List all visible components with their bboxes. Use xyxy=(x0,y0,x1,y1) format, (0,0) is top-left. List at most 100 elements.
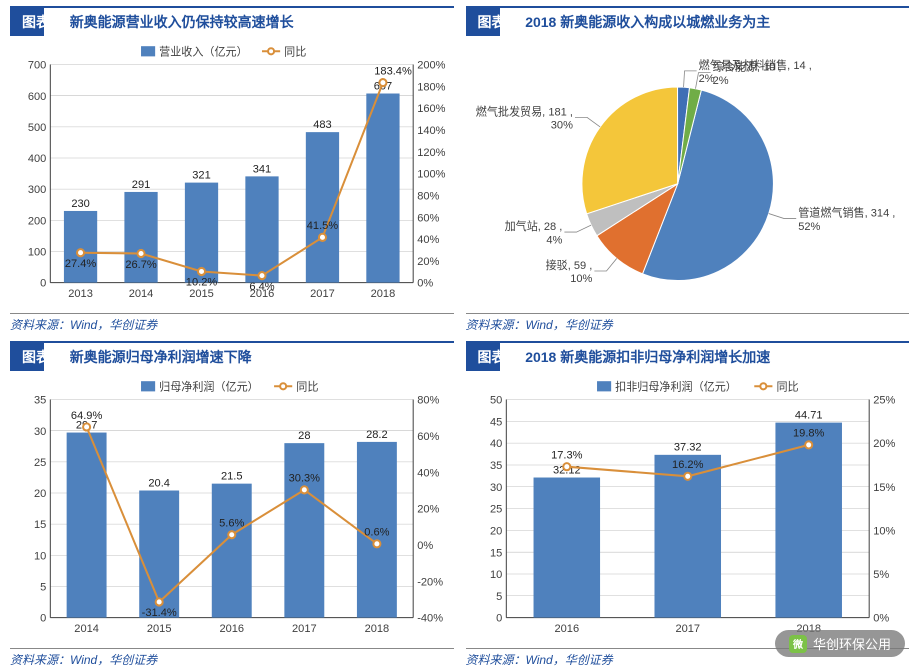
svg-text:2017: 2017 xyxy=(292,623,317,635)
svg-text:2017: 2017 xyxy=(675,623,700,635)
svg-text:44.71: 44.71 xyxy=(794,410,822,422)
svg-text:400: 400 xyxy=(28,153,46,165)
svg-text:20%: 20% xyxy=(873,438,895,450)
svg-text:0%: 0% xyxy=(417,278,433,290)
svg-text:2017: 2017 xyxy=(310,288,335,300)
chart5-index: 图表 5 xyxy=(22,12,62,32)
svg-text:10: 10 xyxy=(34,550,46,562)
svg-text:5: 5 xyxy=(40,582,46,594)
chart6-index: 图表 6 xyxy=(478,12,518,32)
svg-text:0: 0 xyxy=(40,613,46,625)
svg-text:27.4%: 27.4% xyxy=(65,258,96,270)
chart8-title-bar: 图表 8 2018 新奥能源扣非归母净利润增长加速 xyxy=(466,341,910,371)
svg-text:接驳, 59 ,: 接驳, 59 , xyxy=(545,259,592,272)
svg-text:0: 0 xyxy=(40,278,46,290)
svg-text:2013: 2013 xyxy=(68,288,93,300)
chart5-area: 01002003004005006007000%20%40%60%80%100%… xyxy=(10,36,454,311)
panel-chart7: 图表 7 新奥能源归母净利润增速下降 05101520253035-40%-20… xyxy=(10,341,454,668)
svg-text:20%: 20% xyxy=(417,504,439,516)
svg-text:-20%: -20% xyxy=(417,576,443,588)
svg-text:483: 483 xyxy=(313,119,331,131)
svg-text:同比: 同比 xyxy=(776,380,798,393)
svg-text:140%: 140% xyxy=(417,125,445,137)
svg-text:-40%: -40% xyxy=(417,613,443,625)
svg-text:80%: 80% xyxy=(417,395,439,407)
chart5-title: 新奥能源营业收入仍保持较高速增长 xyxy=(70,12,294,32)
svg-text:200%: 200% xyxy=(417,60,445,72)
svg-text:30%: 30% xyxy=(550,120,572,132)
svg-text:15: 15 xyxy=(34,519,46,531)
svg-text:加气站, 28 ,: 加气站, 28 , xyxy=(504,219,562,233)
svg-text:80%: 80% xyxy=(417,190,439,202)
svg-text:同比: 同比 xyxy=(284,45,306,58)
svg-text:35: 35 xyxy=(34,395,46,407)
svg-text:15: 15 xyxy=(489,547,501,559)
svg-text:0%: 0% xyxy=(873,613,889,625)
svg-text:100: 100 xyxy=(28,246,46,258)
chart8-index: 图表 8 xyxy=(478,347,518,367)
svg-text:10.2%: 10.2% xyxy=(186,277,217,289)
svg-text:50: 50 xyxy=(489,395,501,407)
svg-text:291: 291 xyxy=(132,179,150,191)
svg-text:60%: 60% xyxy=(417,212,439,224)
svg-text:28: 28 xyxy=(298,430,310,442)
chart5-footer: 资料来源：Wind，华创证券 xyxy=(10,313,454,333)
panel-chart8: 图表 8 2018 新奥能源扣非归母净利润增长加速 05101520253035… xyxy=(466,341,910,668)
svg-text:20: 20 xyxy=(34,488,46,500)
svg-text:28.2: 28.2 xyxy=(366,429,388,441)
chart6-footer: 资料来源：Wind，华创证券 xyxy=(466,313,910,333)
watermark-text: 华创环保公用 xyxy=(813,634,891,653)
chart8-area: 051015202530354045500%5%10%15%20%25%32.1… xyxy=(466,371,910,646)
svg-text:综合能源, 10 ,: 综合能源, 10 , xyxy=(712,60,781,74)
svg-text:0: 0 xyxy=(496,613,502,625)
panel-chart6: 图表 6 2018 新奥能源收入构成以城燃业务为主 管道燃气销售, 314 ,5… xyxy=(466,6,910,333)
svg-text:10%: 10% xyxy=(570,273,592,285)
watermark: 微 华创环保公用 xyxy=(775,630,905,657)
svg-text:营业收入（亿元）: 营业收入（亿元） xyxy=(159,44,248,58)
chart5-title-bar: 图表 5 新奥能源营业收入仍保持较高速增长 xyxy=(10,6,454,36)
svg-text:20: 20 xyxy=(489,526,501,538)
svg-text:同比: 同比 xyxy=(296,380,318,393)
svg-text:20%: 20% xyxy=(417,256,439,268)
svg-text:35: 35 xyxy=(489,460,501,472)
svg-text:25: 25 xyxy=(34,457,46,469)
svg-text:2016: 2016 xyxy=(219,623,244,635)
svg-text:2%: 2% xyxy=(712,75,728,87)
svg-text:600: 600 xyxy=(28,91,46,103)
svg-text:500: 500 xyxy=(28,122,46,134)
svg-text:20.4: 20.4 xyxy=(148,478,170,490)
svg-text:52%: 52% xyxy=(798,221,820,233)
chart7-title: 新奥能源归母净利润增速下降 xyxy=(70,347,252,367)
wechat-icon: 微 xyxy=(789,635,807,653)
svg-text:200: 200 xyxy=(28,215,46,227)
svg-text:19.8%: 19.8% xyxy=(793,428,824,440)
panel-chart5: 图表 5 新奥能源营业收入仍保持较高速增长 0 100 200 300 400 500 60… xyxy=(10,6,454,333)
svg-text:300: 300 xyxy=(28,184,46,196)
svg-text:180%: 180% xyxy=(417,81,445,93)
svg-text:15%: 15% xyxy=(873,482,895,494)
svg-text:燃气批发贸易, 181 ,: 燃气批发贸易, 181 , xyxy=(475,104,572,118)
svg-text:45: 45 xyxy=(489,417,501,429)
svg-text:17.3%: 17.3% xyxy=(551,450,582,462)
svg-text:700: 700 xyxy=(28,60,46,72)
svg-text:37.32: 37.32 xyxy=(673,442,701,454)
svg-text:21.5: 21.5 xyxy=(221,471,243,483)
svg-text:2015: 2015 xyxy=(147,623,172,635)
chart8-title: 2018 新奥能源扣非归母净利润增长加速 xyxy=(525,347,770,367)
svg-text:扣非归母净利润（亿元）: 扣非归母净利润（亿元） xyxy=(615,379,737,393)
svg-text:0.6%: 0.6% xyxy=(364,527,389,539)
svg-text:10: 10 xyxy=(489,569,501,581)
chart7-title-bar: 图表 7 新奥能源归母净利润增速下降 xyxy=(10,341,454,371)
svg-text:41.5%: 41.5% xyxy=(307,220,338,232)
svg-text:2014: 2014 xyxy=(74,623,99,635)
chart6-area: 管道燃气销售, 314 ,52%接驳, 59 ,10%加气站, 28 ,4%燃气… xyxy=(466,36,910,311)
svg-text:30: 30 xyxy=(489,482,501,494)
svg-text:40: 40 xyxy=(489,438,501,450)
svg-text:5: 5 xyxy=(496,591,502,603)
chart7-index: 图表 7 xyxy=(22,347,62,367)
svg-text:183.4%: 183.4% xyxy=(374,65,412,77)
svg-text:25%: 25% xyxy=(873,395,895,407)
svg-text:341: 341 xyxy=(253,163,271,175)
svg-text:40%: 40% xyxy=(417,234,439,246)
svg-text:0%: 0% xyxy=(417,540,433,552)
